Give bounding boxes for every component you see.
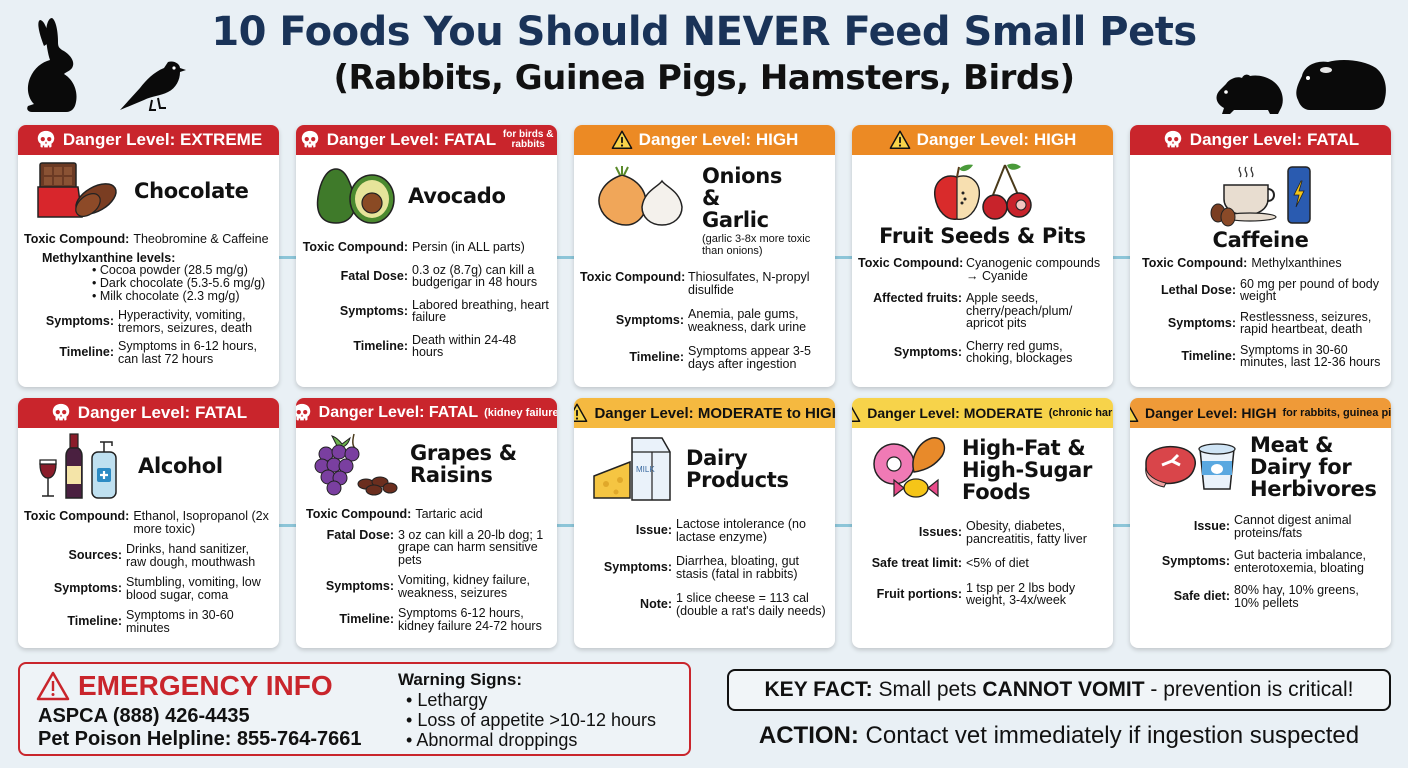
food-card-high-fat-sugar: Danger Level: MODERATE (chronic harm) Hi… bbox=[852, 398, 1113, 648]
connector-line bbox=[278, 256, 298, 259]
page-title: 10 Foods You Should NEVER Feed Small Pet… bbox=[211, 9, 1197, 55]
apple-cherry-icon bbox=[933, 163, 1032, 220]
header: 10 Foods You Should NEVER Feed Small Pet… bbox=[0, 8, 1408, 100]
danger-level-badge: Danger Level: FATAL bbox=[1130, 125, 1391, 155]
connector-line bbox=[556, 524, 576, 527]
skull-icon bbox=[299, 129, 321, 151]
warning-sign-item: Loss of appetite >10-12 hours bbox=[406, 710, 656, 730]
emergency-info-box: EMERGENCY INFO ASPCA (888) 426-4435 Pet … bbox=[18, 662, 691, 756]
warning-signs: Warning Signs: Lethargy Loss of appetite… bbox=[398, 670, 656, 750]
svg-text:MILK: MILK bbox=[636, 465, 655, 474]
connector-line bbox=[834, 256, 854, 259]
danger-level-badge: Danger Level: FATAL for birds & rabbits bbox=[296, 125, 557, 155]
bird-icon bbox=[120, 61, 186, 111]
food-name: High-Fat & High-Sugar Foods bbox=[962, 436, 1093, 504]
food-name: Chocolate bbox=[134, 179, 249, 203]
chocolate-icon bbox=[37, 162, 117, 218]
donut-chicken-candy-icon bbox=[873, 437, 946, 498]
connector-line bbox=[1112, 256, 1132, 259]
aspca-phone: ASPCA (888) 426-4435 bbox=[38, 705, 250, 727]
food-card-chocolate: Danger Level: EXTREME Chocolate Toxic Co… bbox=[18, 125, 279, 387]
page-subtitle: (Rabbits, Guinea Pigs, Hamsters, Birds) bbox=[333, 58, 1075, 98]
rabbit-icon bbox=[27, 18, 77, 112]
food-name: Meat & Dairy for Herbivores bbox=[1250, 433, 1377, 501]
guinea-pig-icon bbox=[1296, 60, 1386, 110]
methylxanthine-list: Cocoa powder (28.5 mg/g) Dark chocolate … bbox=[92, 264, 271, 303]
danger-level-badge: Danger Level: MODERATE to HIGH bbox=[574, 398, 835, 428]
grapes-raisins-icon bbox=[314, 433, 398, 496]
milk-cheese-icon: MILK bbox=[593, 437, 671, 501]
danger-level-badge: Danger Level: HIGH bbox=[574, 125, 835, 155]
food-name: Fruit Seeds & Pits bbox=[879, 224, 1086, 248]
food-card-grapes-raisins: Danger Level: FATAL (kidney failure) Gra… bbox=[296, 398, 557, 648]
food-card-fruit-seeds: Danger Level: HIGH Fruit Seeds & Pits To… bbox=[852, 125, 1113, 387]
wine-sanitizer-icon bbox=[39, 433, 117, 499]
connector-line bbox=[278, 524, 298, 527]
skull-icon bbox=[296, 402, 313, 424]
danger-level-badge: Danger Level: FATAL bbox=[18, 398, 279, 428]
warning-triangle-icon bbox=[889, 129, 911, 151]
connector-line bbox=[556, 256, 576, 259]
onion-garlic-icon bbox=[598, 166, 683, 226]
danger-level-badge: Danger Level: FATAL (kidney failure) bbox=[296, 398, 557, 428]
coffee-energy-drink-icon bbox=[1210, 166, 1311, 227]
key-fact-box: KEY FACT: Small pets CANNOT VOMIT - prev… bbox=[727, 669, 1391, 711]
food-name: Avocado bbox=[408, 184, 506, 208]
danger-level-badge: Danger Level: HIGH for rabbits, guinea p… bbox=[1130, 398, 1391, 428]
food-name: Alcohol bbox=[138, 454, 223, 478]
warning-triangle-icon bbox=[36, 671, 70, 701]
connector-line bbox=[834, 524, 854, 527]
hamster-icon bbox=[1216, 74, 1283, 114]
warning-triangle-icon bbox=[611, 129, 633, 151]
steak-yogurt-icon bbox=[1145, 443, 1236, 490]
food-card-caffeine: Danger Level: FATAL Caffeine Toxic Compo… bbox=[1130, 125, 1391, 387]
food-card-alcohol: Danger Level: FATAL Alcohol Toxic Compou… bbox=[18, 398, 279, 648]
food-name: Caffeine bbox=[1212, 228, 1309, 252]
warning-sign-item: Abnormal droppings bbox=[406, 730, 656, 750]
food-name: Dairy Products bbox=[686, 446, 789, 492]
skull-icon bbox=[50, 402, 72, 424]
warning-sign-item: Lethargy bbox=[406, 690, 656, 710]
danger-level-badge: Danger Level: EXTREME bbox=[18, 125, 279, 155]
food-card-onions-garlic: Danger Level: HIGH Onions & Garlic (garl… bbox=[574, 125, 835, 387]
danger-level-badge: Danger Level: MODERATE (chronic harm) bbox=[852, 398, 1113, 428]
food-card-avocado: Danger Level: FATAL for birds & rabbits … bbox=[296, 125, 557, 387]
emergency-title: EMERGENCY INFO bbox=[36, 670, 333, 702]
food-card-dairy: Danger Level: MODERATE to HIGH MILK Dair… bbox=[574, 398, 835, 648]
warning-triangle-icon bbox=[574, 402, 588, 424]
warning-triangle-icon bbox=[1130, 402, 1139, 424]
food-card-meat-dairy-herbivores: Danger Level: HIGH for rabbits, guinea p… bbox=[1130, 398, 1391, 648]
connector-line bbox=[1112, 524, 1132, 527]
avocado-icon bbox=[316, 168, 395, 224]
pet-poison-helpline: Pet Poison Helpline: 855-764-7661 bbox=[38, 728, 362, 750]
danger-level-badge: Danger Level: HIGH bbox=[852, 125, 1113, 155]
food-name: Onions & Garlic bbox=[702, 164, 783, 232]
action-statement: ACTION: Contact vet immediately if inges… bbox=[758, 722, 1360, 749]
skull-icon bbox=[35, 129, 57, 151]
food-subnote: (garlic 3-8x more toxic than onions) bbox=[702, 233, 811, 257]
warning-triangle-icon bbox=[852, 402, 861, 424]
skull-icon bbox=[1162, 129, 1184, 151]
food-name: Grapes & Raisins bbox=[410, 441, 517, 487]
